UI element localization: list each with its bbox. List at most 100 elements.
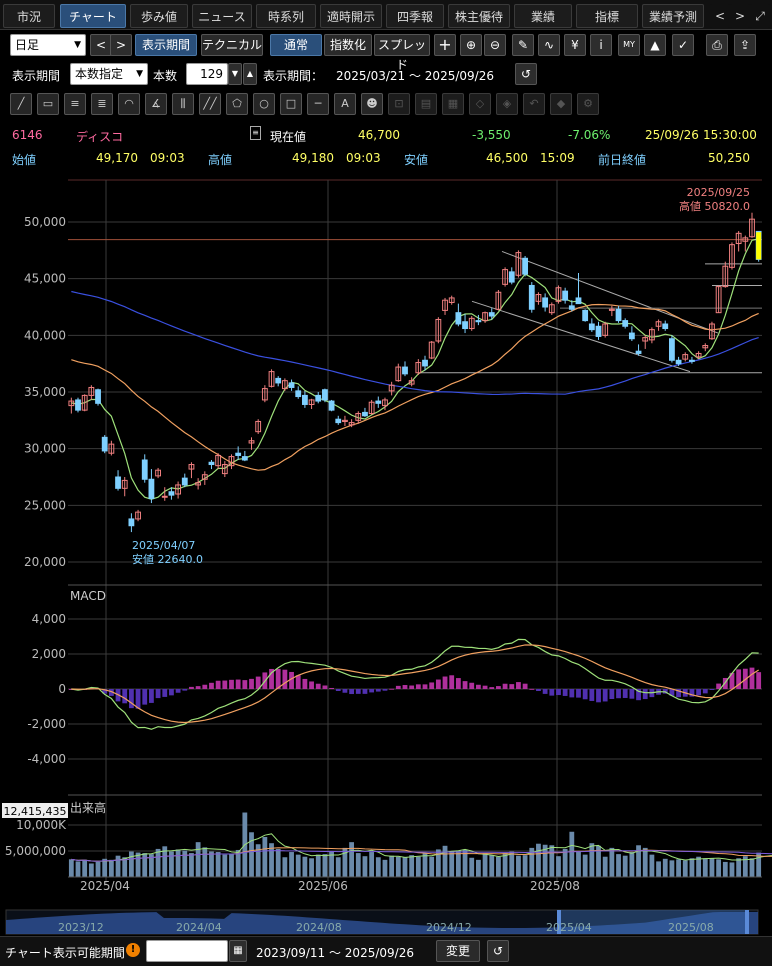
crosshair-icon[interactable]: + — [434, 34, 456, 56]
export-icon[interactable]: ⇪ — [734, 34, 756, 56]
document-icon[interactable]: ≡ — [250, 126, 261, 140]
draw-tool-icon[interactable]: ⊡ — [388, 93, 410, 115]
macd-histogram-bar — [182, 689, 188, 691]
info-icon[interactable]: i — [590, 34, 612, 56]
draw-tool-icon[interactable]: ◠ — [118, 93, 140, 115]
calendar-icon[interactable]: ▦ — [229, 940, 247, 962]
draw-tool-icon[interactable]: □ — [280, 93, 302, 115]
count-up-icon[interactable]: ▲ — [243, 63, 257, 85]
macd-histogram-bar — [516, 682, 521, 689]
macd-tick-label: -4,000 — [27, 752, 66, 766]
candle-body — [95, 389, 101, 404]
draw-tool-icon[interactable]: ◇ — [469, 93, 491, 115]
volume-bar — [128, 851, 134, 877]
volume-bar — [522, 855, 528, 877]
tab-benefits[interactable]: 株主優待 — [448, 4, 510, 28]
draw-tool-icon[interactable]: ≡ — [64, 93, 86, 115]
volume-bar — [596, 845, 601, 877]
macd-histogram-bar — [756, 672, 762, 689]
volume-bar — [395, 856, 401, 877]
normal-button[interactable]: 通常 — [270, 34, 322, 56]
zoom-in-icon[interactable]: ⊕ — [460, 34, 482, 56]
draw-tool-icon[interactable]: A — [334, 93, 356, 115]
wave-icon[interactable]: ∿ — [538, 34, 560, 56]
count-down-icon[interactable]: ▼ — [228, 63, 242, 85]
draw-tool-icon[interactable]: ╱╱ — [199, 93, 221, 115]
volume-bar — [642, 847, 648, 877]
tab-timeseries[interactable]: 時系列 — [256, 4, 316, 28]
draw-tool-icon[interactable]: ○ — [253, 93, 275, 115]
volume-bar — [295, 854, 301, 877]
mode-select[interactable]: 本数指定 ▼ — [70, 63, 148, 85]
available-range: 2023/09/11 ～ 2025/09/26 — [256, 946, 414, 960]
draw-tool-icon[interactable]: ◈ — [496, 93, 518, 115]
navigator-tick-label: 2024/12 — [426, 921, 472, 934]
volume-bar — [716, 859, 722, 877]
draw-tool-icon[interactable]: ⫼ — [172, 93, 194, 115]
period-select[interactable]: 日足 ▼ — [10, 34, 86, 56]
count-input[interactable]: 129 — [186, 63, 228, 85]
candle-body — [435, 318, 442, 342]
draw-tool-icon[interactable]: ≣ — [91, 93, 113, 115]
volume-bar — [262, 836, 268, 877]
draw-tool-icon[interactable]: ∡ — [145, 93, 167, 115]
draw-tool-icon[interactable]: ☻ — [361, 93, 383, 115]
draw-tool-icon[interactable]: ─ — [307, 93, 329, 115]
area-chart-icon[interactable]: ▲ — [644, 34, 666, 56]
draw-tool-icon[interactable]: ↶ — [523, 93, 545, 115]
tab-prev-icon[interactable]: < — [710, 4, 730, 28]
pen-icon[interactable]: ✎ — [512, 34, 534, 56]
candle-body — [715, 286, 722, 314]
draw-tool-icon[interactable]: ⚙ — [577, 93, 599, 115]
candle-body — [228, 456, 235, 467]
volume-bar — [429, 856, 435, 877]
tab-chart[interactable]: チャート — [60, 4, 126, 28]
volume-bar — [68, 859, 74, 877]
settings-tool-icon[interactable]: ✓ — [672, 34, 694, 56]
draw-tool-icon[interactable]: ▤ — [415, 93, 437, 115]
expand-icon[interactable]: ⤢ — [750, 4, 770, 28]
period-next-button[interactable]: > — [110, 34, 132, 56]
display-period-button[interactable]: 表示期間 — [135, 34, 197, 56]
warning-icon: ! — [126, 943, 140, 957]
yen-icon[interactable]: ¥ — [564, 34, 586, 56]
range-reset-icon[interactable]: ↺ — [515, 63, 537, 85]
index-button[interactable]: 指数化 — [324, 34, 372, 56]
my-chart-icon[interactable]: MY — [618, 34, 640, 56]
technical-button[interactable]: テクニカル — [201, 34, 263, 56]
candle-body — [375, 400, 382, 404]
tab-shikiho[interactable]: 四季報 — [386, 4, 444, 28]
tab-indicators[interactable]: 指標 — [576, 4, 638, 28]
draw-tool-icon[interactable]: ▭ — [37, 93, 59, 115]
period-prev-button[interactable]: < — [90, 34, 112, 56]
volume-bar — [469, 857, 475, 877]
draw-tool-icon[interactable]: ▦ — [442, 93, 464, 115]
macd-histogram-bar — [536, 689, 541, 692]
tab-disclosure[interactable]: 適時開示 — [320, 4, 382, 28]
volume-bar — [108, 859, 114, 877]
footer-reset-icon[interactable]: ↺ — [487, 940, 509, 962]
price-change-percent: -7.06% — [568, 128, 611, 142]
draw-tool-icon[interactable]: ╱ — [10, 93, 32, 115]
tab-next-icon[interactable]: > — [730, 4, 750, 28]
macd-histogram-bar — [429, 682, 435, 689]
spread-button[interactable]: スプレッド — [374, 34, 430, 72]
zoom-out-icon[interactable]: ⊖ — [484, 34, 506, 56]
tab-ticks[interactable]: 歩み値 — [130, 4, 188, 28]
candle-body — [468, 317, 475, 330]
print-icon[interactable]: ⎙ — [706, 34, 728, 56]
change-button[interactable]: 変更 — [436, 940, 480, 962]
draw-tool-icon[interactable]: ◆ — [550, 93, 572, 115]
period-navigator[interactable]: 2023/12 2024/04 2024/08 2024/12 2025/04 2025/… — [5, 909, 759, 935]
volume-bar — [88, 863, 94, 877]
volume-bar — [195, 842, 201, 877]
macd-histogram-bar — [455, 678, 461, 689]
high-time: 09:03 — [346, 151, 381, 165]
tab-forecast[interactable]: 業績予測 — [642, 4, 704, 28]
tab-news[interactable]: ニュース — [192, 4, 252, 28]
tab-performance[interactable]: 業績 — [514, 4, 572, 28]
price-chart[interactable]: 50,000 45,000 40,000 35,000 30,000 25,000 20,0… — [0, 172, 772, 936]
date-input[interactable] — [146, 940, 228, 962]
tab-market[interactable]: 市況 — [3, 4, 55, 28]
draw-tool-icon[interactable]: ⬠ — [226, 93, 248, 115]
